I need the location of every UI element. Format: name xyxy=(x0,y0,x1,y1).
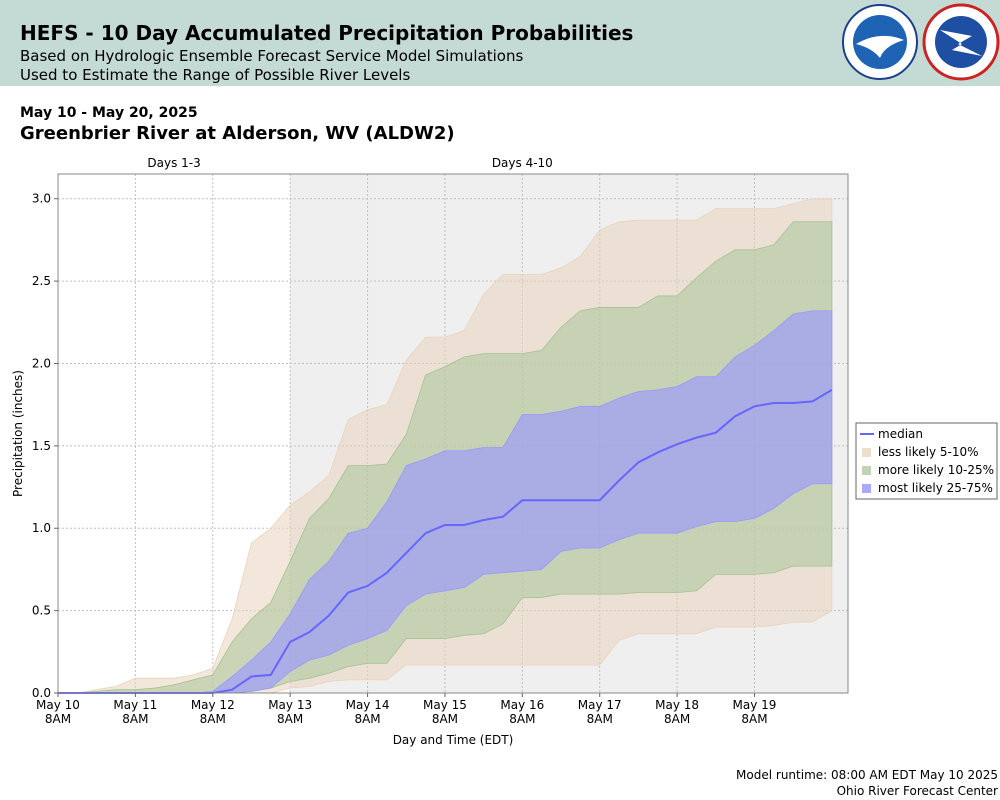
x-tick-label: 8AM xyxy=(122,712,148,726)
x-tick-label: May 10 xyxy=(36,698,80,712)
header-subtitle: Used to Estimate the Range of Possible R… xyxy=(20,66,410,84)
header-band xyxy=(0,0,1000,86)
x-tick-label: May 17 xyxy=(578,698,622,712)
y-tick-label: 0.0 xyxy=(32,686,51,700)
header-title: HEFS - 10 Day Accumulated Precipitation … xyxy=(20,21,633,45)
legend-swatch xyxy=(862,484,871,493)
plot: Days 1-3 Days 4-10 0.0 0.5 1.0 1.5 2.0 2.5 3.0 Ma… xyxy=(11,156,998,747)
legend-label: median xyxy=(878,427,923,441)
header-subtitle: Based on Hydrologic Ensemble Forecast Se… xyxy=(20,47,523,65)
nws-logo xyxy=(922,3,1000,81)
x-tick-label: 8AM xyxy=(741,712,767,726)
y-tick-label: 2.0 xyxy=(32,356,51,370)
footer-line: Model runtime: 08:00 AM EDT May 10 2025 xyxy=(736,768,998,782)
location: Greenbrier River at Alderson, WV (ALDW2) xyxy=(20,123,455,144)
x-tick-label: May 16 xyxy=(500,698,544,712)
legend-label: most likely 25-75% xyxy=(878,481,993,495)
x-tick-label: May 19 xyxy=(733,698,777,712)
legend-box xyxy=(855,422,998,500)
y-tick-label: 2.5 xyxy=(32,274,51,288)
x-tick-label: May 18 xyxy=(655,698,699,712)
x-tick-label: May 14 xyxy=(346,698,390,712)
x-tick-label: 8AM xyxy=(509,712,535,726)
x-tick-label: 8AM xyxy=(664,712,690,726)
x-tick-label: 8AM xyxy=(587,712,613,726)
plot-frame xyxy=(57,173,849,694)
period: May 10 - May 20, 2025 xyxy=(20,105,198,121)
x-tick-label: May 13 xyxy=(268,698,312,712)
x-tick-label: 8AM xyxy=(45,712,71,726)
noaa-logo xyxy=(842,4,918,80)
legend-label: more likely 10-25% xyxy=(878,463,994,477)
x-tick-label: 8AM xyxy=(277,712,303,726)
x-tick-label: May 15 xyxy=(423,698,467,712)
legend-label: less likely 5-10% xyxy=(878,445,979,459)
x-tick-label: 8AM xyxy=(200,712,226,726)
x-tick-label: 8AM xyxy=(432,712,458,726)
footer-line: Ohio River Forecast Center xyxy=(837,784,998,798)
legend-swatch xyxy=(862,448,871,457)
x-tick-label: 8AM xyxy=(354,712,380,726)
region-label: Days 1-3 xyxy=(147,156,200,170)
legend-swatch xyxy=(862,466,871,475)
y-axis-label: Precipitation (inches) xyxy=(11,370,25,497)
x-tick-label: May 11 xyxy=(113,698,157,712)
y-tick-label: 0.5 xyxy=(32,604,51,618)
y-tick-label: 3.0 xyxy=(32,192,51,206)
x-axis-label: Day and Time (EDT) xyxy=(393,733,514,747)
region-label: Days 4-10 xyxy=(492,156,553,170)
y-tick-label: 1.0 xyxy=(32,521,51,535)
band-area xyxy=(58,310,833,694)
x-tick-label: May 12 xyxy=(191,698,235,712)
y-tick-label: 1.5 xyxy=(32,439,51,453)
